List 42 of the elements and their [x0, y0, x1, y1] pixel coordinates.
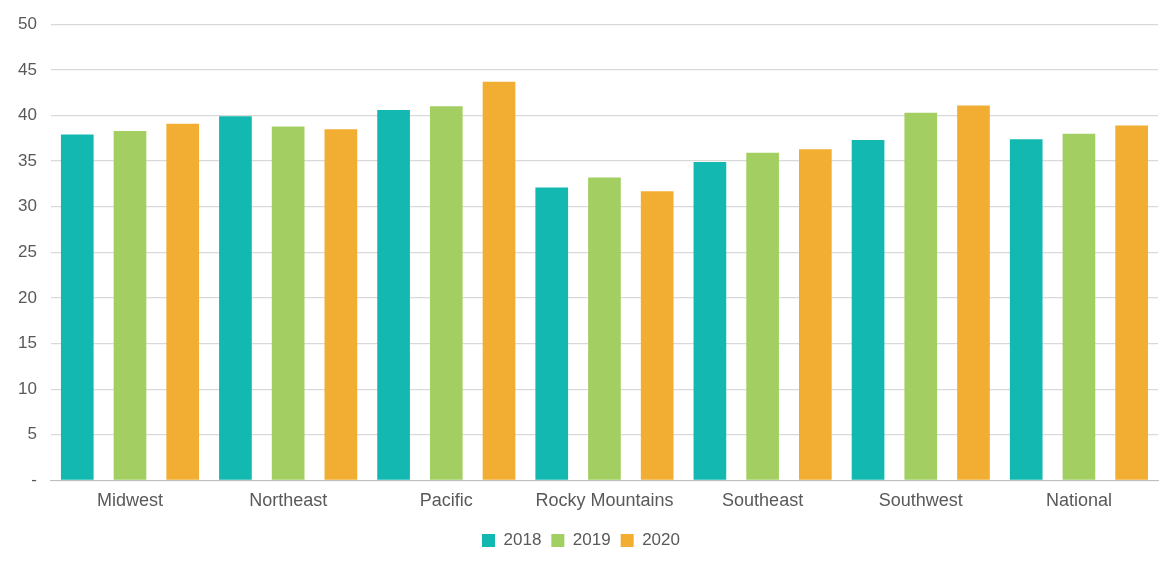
legend-label: 2018 [503, 530, 542, 550]
y-tick-label: 25 [17, 241, 37, 261]
bar [746, 152, 779, 480]
bar [377, 109, 410, 480]
x-tick-label: Midwest [96, 490, 163, 511]
bar [588, 177, 621, 480]
y-tick-label: 10 [17, 378, 37, 398]
bar [60, 134, 94, 480]
legend-label: 2020 [642, 530, 680, 550]
y-tick-label: - [31, 470, 37, 490]
bar [693, 161, 727, 480]
bar [1115, 125, 1148, 480]
x-tick-label: Pacific [419, 490, 473, 511]
y-tick-label: 15 [17, 333, 37, 353]
bar [166, 123, 200, 480]
bar [429, 106, 463, 480]
y-tick-label: 40 [17, 105, 37, 125]
y-tick-label: 45 [17, 59, 37, 79]
y-tick-label: 5 [27, 424, 37, 444]
bar [798, 149, 832, 480]
x-tick-label: Northeast [249, 490, 328, 511]
bar [535, 187, 569, 480]
x-tick-label: National [1045, 490, 1112, 511]
bar [482, 81, 516, 480]
y-tick-label: 50 [17, 13, 37, 33]
y-tick-label: 30 [17, 196, 37, 216]
bar [904, 112, 938, 480]
bar [851, 140, 885, 480]
y-tick-label: 20 [17, 287, 37, 307]
bar [324, 129, 358, 480]
legend-label: 2019 [572, 530, 611, 550]
bar [957, 105, 990, 480]
x-tick-label: Southeast [722, 490, 804, 511]
y-tick-label: 35 [17, 150, 37, 170]
bar [219, 116, 252, 480]
bar [1009, 139, 1043, 480]
x-tick-label: Rocky Mountains [535, 490, 674, 511]
bar [113, 130, 147, 480]
bar [271, 126, 305, 480]
bar [1062, 133, 1096, 480]
x-tick-label: Southwest [878, 490, 963, 511]
bar [640, 191, 674, 480]
